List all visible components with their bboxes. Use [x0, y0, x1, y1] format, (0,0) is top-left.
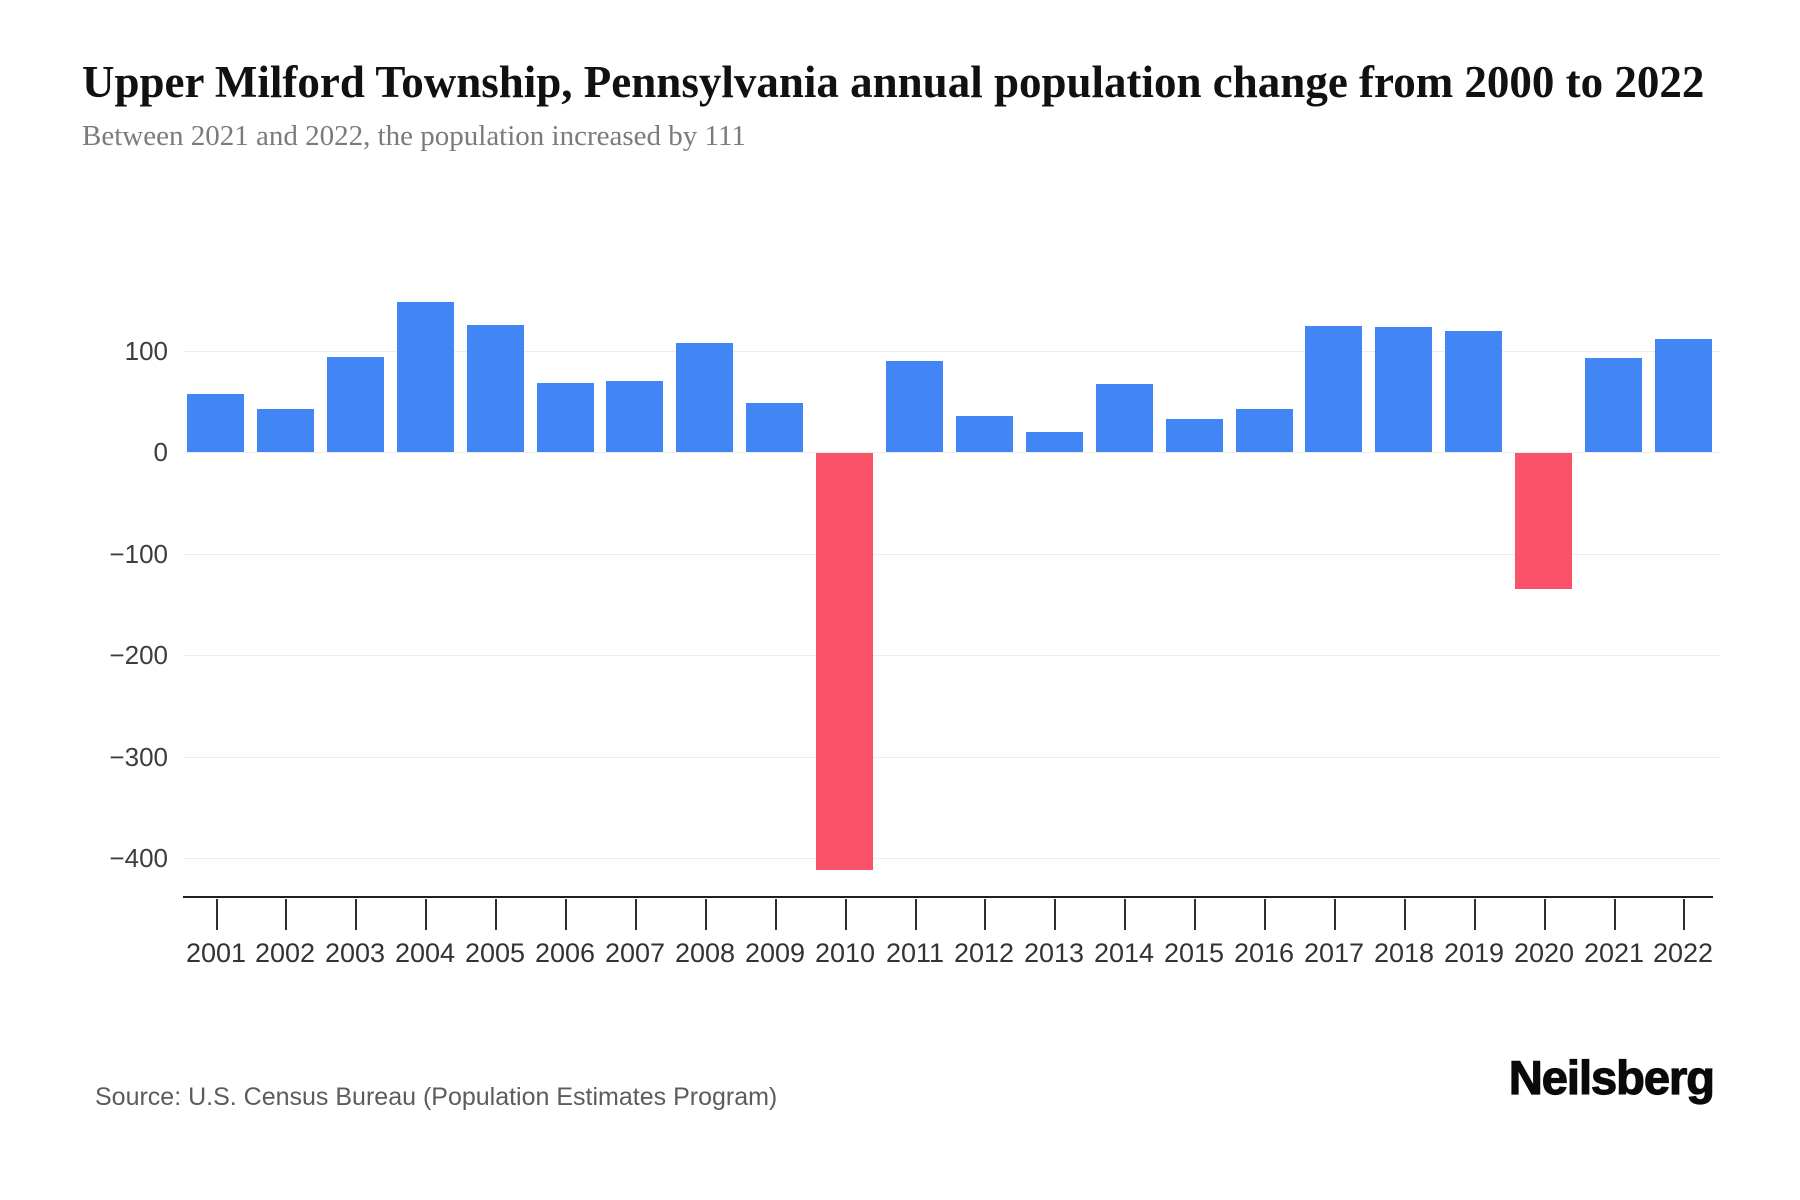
- x-axis-label: 2003: [324, 938, 386, 968]
- x-axis-label: 2005: [464, 938, 526, 968]
- x-axis-tick: [495, 899, 497, 930]
- bar-2010[interactable]: [816, 453, 873, 870]
- chart-title: Upper Milford Township, Pennsylvania ann…: [82, 57, 1705, 107]
- bar-2018[interactable]: [1375, 327, 1432, 452]
- bar-2003[interactable]: [327, 357, 384, 452]
- x-axis-tick: [355, 899, 357, 930]
- bar-2009[interactable]: [746, 403, 803, 452]
- x-axis-tick: [1194, 899, 1196, 930]
- x-axis-tick: [1124, 899, 1126, 930]
- x-axis-tick: [565, 899, 567, 930]
- x-axis-label: 2010: [814, 938, 876, 968]
- x-axis-label: 2007: [604, 938, 666, 968]
- x-axis-tick: [1054, 899, 1056, 930]
- x-axis-label: 2020: [1513, 938, 1575, 968]
- x-axis-label: 2011: [885, 938, 945, 968]
- x-axis-label: 2013: [1023, 938, 1085, 968]
- x-axis-label: 2019: [1443, 938, 1505, 968]
- y-axis-label: −200: [109, 640, 168, 670]
- y-axis-label: 0: [153, 437, 168, 467]
- bar-2017[interactable]: [1305, 326, 1362, 452]
- x-axis-tick: [845, 899, 847, 930]
- x-axis-tick: [1334, 899, 1336, 930]
- x-axis-label: 2006: [534, 938, 596, 968]
- bar-2006[interactable]: [537, 383, 594, 452]
- x-axis-label: 2015: [1163, 938, 1225, 968]
- gridline: [183, 554, 1720, 555]
- x-axis-label: 2002: [254, 938, 316, 968]
- bar-2015[interactable]: [1166, 419, 1223, 452]
- bar-2020[interactable]: [1515, 453, 1572, 589]
- x-axis-label: 2014: [1093, 938, 1155, 968]
- x-axis-tick: [775, 899, 777, 930]
- y-axis-label: 100: [124, 336, 168, 366]
- bar-2008[interactable]: [676, 343, 733, 452]
- y-axis-label: −300: [109, 742, 168, 772]
- bar-2004[interactable]: [397, 302, 454, 452]
- x-axis-label: 2004: [394, 938, 456, 968]
- bar-2011[interactable]: [886, 361, 943, 452]
- brand-logo: Neilsberg: [1508, 1050, 1715, 1104]
- x-axis-tick: [1404, 899, 1406, 930]
- x-axis-label: 2017: [1303, 938, 1365, 968]
- x-axis-label: 2022: [1652, 938, 1714, 968]
- x-axis-tick: [635, 899, 637, 930]
- bar-2019[interactable]: [1445, 331, 1502, 452]
- x-axis-label: 2021: [1583, 938, 1645, 968]
- x-axis-label: 2001: [185, 938, 247, 968]
- x-axis-tick: [915, 899, 917, 930]
- bar-2022[interactable]: [1655, 339, 1712, 452]
- x-axis-tick: [984, 899, 986, 930]
- x-axis-label: 2016: [1233, 938, 1295, 968]
- bar-2013[interactable]: [1026, 432, 1083, 452]
- chart-subtitle: Between 2021 and 2022, the population in…: [82, 120, 746, 152]
- x-axis-label: 2009: [744, 938, 806, 968]
- bar-2007[interactable]: [606, 381, 663, 452]
- bar-2012[interactable]: [956, 416, 1013, 452]
- x-axis-tick: [1544, 899, 1546, 930]
- source-note: Source: U.S. Census Bureau (Population E…: [95, 1083, 778, 1111]
- x-axis-tick: [1683, 899, 1685, 930]
- x-axis-tick: [705, 899, 707, 930]
- gridline: [183, 655, 1720, 656]
- bar-2021[interactable]: [1585, 358, 1642, 452]
- gridline: [183, 757, 1720, 758]
- gridline: [183, 858, 1720, 859]
- bar-2001[interactable]: [187, 394, 244, 452]
- y-axis-label: −400: [109, 843, 168, 873]
- x-axis-tick: [1474, 899, 1476, 930]
- x-axis-label: 2008: [674, 938, 736, 968]
- x-axis-tick: [1264, 899, 1266, 930]
- bar-2014[interactable]: [1096, 384, 1153, 452]
- gridline: [183, 452, 1720, 453]
- y-axis-label: −100: [109, 539, 168, 569]
- bar-2016[interactable]: [1236, 409, 1293, 452]
- x-axis-tick: [1614, 899, 1616, 930]
- x-axis-line: [183, 896, 1713, 898]
- x-axis-label: 2018: [1373, 938, 1435, 968]
- x-axis-tick: [285, 899, 287, 930]
- gridline: [183, 351, 1720, 352]
- x-axis-label: 2012: [953, 938, 1015, 968]
- x-axis-tick: [425, 899, 427, 930]
- bar-2002[interactable]: [257, 409, 314, 452]
- x-axis-tick: [216, 899, 218, 930]
- bar-2005[interactable]: [467, 325, 524, 452]
